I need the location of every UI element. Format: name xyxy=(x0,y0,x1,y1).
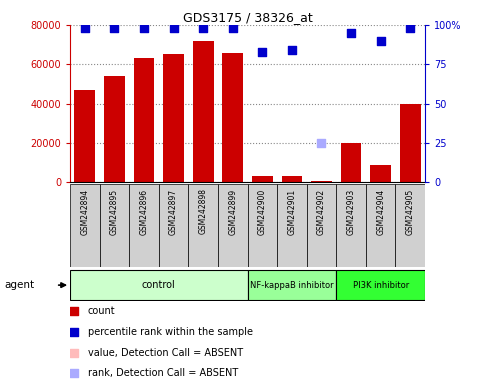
Text: GSM242894: GSM242894 xyxy=(80,189,89,235)
Bar xyxy=(370,165,391,182)
Bar xyxy=(396,184,425,267)
Text: GSM242901: GSM242901 xyxy=(287,189,297,235)
Bar xyxy=(311,181,332,182)
Point xyxy=(70,329,77,335)
Bar xyxy=(188,184,218,267)
Text: percentile rank within the sample: percentile rank within the sample xyxy=(88,327,253,337)
Bar xyxy=(74,90,95,182)
Bar xyxy=(252,177,273,182)
Point xyxy=(318,140,326,146)
Bar xyxy=(70,184,99,267)
Text: GSM242903: GSM242903 xyxy=(347,189,355,235)
Text: PI3K inhibitor: PI3K inhibitor xyxy=(353,281,409,290)
Bar xyxy=(341,143,361,182)
Point xyxy=(406,25,414,31)
Bar xyxy=(193,41,213,182)
Point xyxy=(111,25,118,31)
Point xyxy=(288,47,296,53)
Bar xyxy=(70,270,248,300)
Text: GSM242896: GSM242896 xyxy=(140,189,148,235)
Text: count: count xyxy=(88,306,115,316)
Bar xyxy=(129,184,159,267)
Point xyxy=(229,25,237,31)
Point xyxy=(199,25,207,31)
Point xyxy=(377,38,384,44)
Text: control: control xyxy=(142,280,176,290)
Bar xyxy=(366,184,396,267)
Text: GSM242897: GSM242897 xyxy=(169,189,178,235)
Point xyxy=(258,49,266,55)
Bar xyxy=(248,270,336,300)
Bar xyxy=(163,55,184,182)
Point xyxy=(70,349,77,356)
Bar xyxy=(400,104,421,182)
Bar xyxy=(307,184,336,267)
Bar xyxy=(99,184,129,267)
Bar xyxy=(282,175,302,182)
Text: agent: agent xyxy=(5,280,35,290)
Bar xyxy=(336,270,425,300)
Bar xyxy=(222,53,243,182)
Point xyxy=(170,25,177,31)
Point xyxy=(70,308,77,314)
Text: GSM242899: GSM242899 xyxy=(228,189,237,235)
Text: rank, Detection Call = ABSENT: rank, Detection Call = ABSENT xyxy=(88,368,238,378)
Bar xyxy=(218,184,248,267)
Point xyxy=(140,25,148,31)
Text: GSM242898: GSM242898 xyxy=(199,189,208,235)
Bar xyxy=(159,184,188,267)
Title: GDS3175 / 38326_at: GDS3175 / 38326_at xyxy=(183,11,313,24)
Bar xyxy=(134,58,155,182)
Text: GSM242902: GSM242902 xyxy=(317,189,326,235)
Point xyxy=(81,25,89,31)
Text: GSM242895: GSM242895 xyxy=(110,189,119,235)
Text: NF-kappaB inhibitor: NF-kappaB inhibitor xyxy=(250,281,334,290)
Text: value, Detection Call = ABSENT: value, Detection Call = ABSENT xyxy=(88,348,243,358)
Text: GSM242900: GSM242900 xyxy=(258,189,267,235)
Bar xyxy=(277,184,307,267)
Text: GSM242905: GSM242905 xyxy=(406,189,415,235)
Point xyxy=(70,370,77,376)
Bar xyxy=(248,184,277,267)
Text: GSM242904: GSM242904 xyxy=(376,189,385,235)
Bar xyxy=(104,76,125,182)
Bar xyxy=(336,184,366,267)
Point xyxy=(347,30,355,36)
